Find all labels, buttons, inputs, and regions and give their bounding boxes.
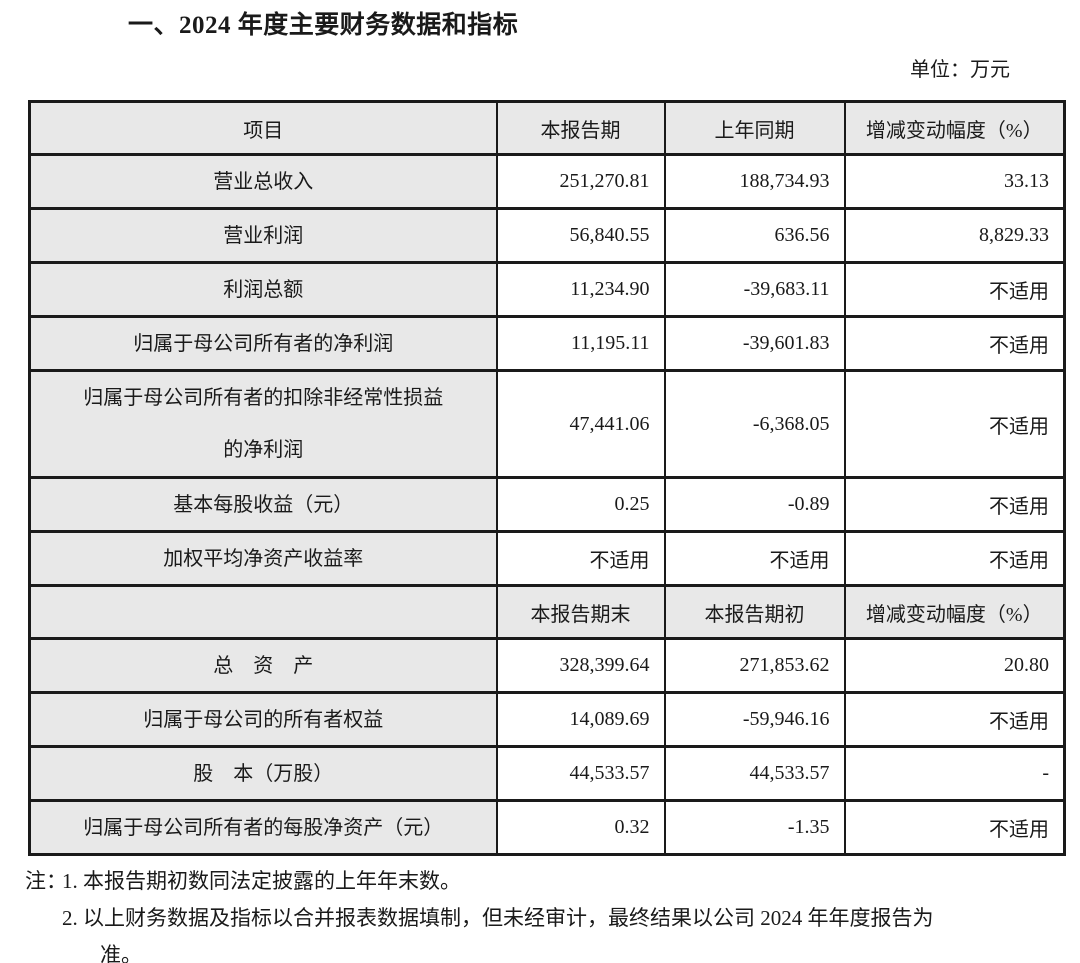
row-change-value: 20.80 — [843, 637, 1066, 694]
row-prior-value: 44,533.57 — [663, 745, 846, 802]
table-header-row-period: 项目 本报告期 上年同期 增减变动幅度（%） — [28, 100, 1066, 156]
financial-data-table: 项目 本报告期 上年同期 增减变动幅度（%） 营业总收入 251,270.81 … — [28, 100, 1066, 856]
footnote-2: 2. 以上财务数据及指标以合并报表数据填制，但未经审计，最终结果以公司 2024… — [62, 906, 934, 963]
row-item-label: 归属于母公司所有者的每股净资产（元） — [28, 799, 498, 856]
row-current-value: 11,195.11 — [495, 315, 666, 372]
row-prior-value: 188,734.93 — [663, 153, 846, 210]
row-change-value: 8,829.33 — [843, 207, 1066, 264]
row-current-value: 251,270.81 — [495, 153, 666, 210]
row-prior-value: -1.35 — [663, 799, 846, 856]
row-item-label: 基本每股收益（元） — [28, 476, 498, 533]
row-prior-value: 271,853.62 — [663, 637, 846, 694]
row-item-label: 股 本（万股） — [28, 745, 498, 802]
row-change-value: 33.13 — [843, 153, 1066, 210]
table-row-weighted-avg-roe: 加权平均净资产收益率 不适用 不适用 不适用 — [28, 530, 1066, 587]
table-header-row-point-in-time: 本报告期末 本报告期初 增减变动幅度（%） — [28, 584, 1066, 640]
header-cell-empty — [28, 584, 498, 640]
row-current-value: 328,399.64 — [495, 637, 666, 694]
header-cell-period-end: 本报告期末 — [495, 584, 666, 640]
row-current-value: 47,441.06 — [495, 369, 666, 479]
row-current-value: 56,840.55 — [495, 207, 666, 264]
unit-label: 单位：万元 — [910, 59, 1010, 81]
row-change-value: 不适用 — [843, 691, 1066, 748]
row-change-value: - — [843, 745, 1066, 802]
header-cell-period-begin: 本报告期初 — [663, 584, 846, 640]
row-item-label: 营业总收入 — [28, 153, 498, 210]
row-item-label: 利润总额 — [28, 261, 498, 318]
row-current-value: 0.32 — [495, 799, 666, 856]
page-title: 一、2024 年度主要财务数据和指标 — [128, 12, 519, 39]
table-row-operating-profit: 营业利润 56,840.55 636.56 8,829.33 — [28, 207, 1066, 264]
table-row-basic-eps: 基本每股收益（元） 0.25 -0.89 不适用 — [28, 476, 1066, 533]
table-row-net-profit-parent: 归属于母公司所有者的净利润 11,195.11 -39,601.83 不适用 — [28, 315, 1066, 372]
row-item-label: 归属于母公司所有者的净利润 — [28, 315, 498, 372]
row-change-value: 不适用 — [843, 476, 1066, 533]
row-change-value: 不适用 — [843, 261, 1066, 318]
header-cell-prior-period: 上年同期 — [663, 100, 846, 156]
row-current-value: 0.25 — [495, 476, 666, 533]
row-change-value: 不适用 — [843, 799, 1066, 856]
document-page: 一、2024 年度主要财务数据和指标 单位：万元 项目 本报告期 上年同期 增减… — [0, 10, 1080, 963]
row-item-label: 归属于母公司所有者的扣除非经常性损益 的净利润 — [28, 369, 498, 479]
row-change-value: 不适用 — [843, 530, 1066, 587]
row-current-value: 11,234.90 — [495, 261, 666, 318]
footnotes: 注： 1. 本报告期初数同法定披露的上年年末数。 2. 以上财务数据及指标以合并… — [25, 863, 1060, 963]
row-prior-value: -59,946.16 — [663, 691, 846, 748]
row-prior-value: -0.89 — [663, 476, 846, 533]
row-item-label: 归属于母公司的所有者权益 — [28, 691, 498, 748]
row-prior-value: 不适用 — [663, 530, 846, 587]
footnote-prefix: 注： — [25, 869, 67, 893]
row-prior-value: -39,683.11 — [663, 261, 846, 318]
table-row-total-assets: 总 资 产 328,399.64 271,853.62 20.80 — [28, 637, 1066, 694]
table-row-equity-parent: 归属于母公司的所有者权益 14,089.69 -59,946.16 不适用 — [28, 691, 1066, 748]
row-current-value: 不适用 — [495, 530, 666, 587]
table-row-share-capital: 股 本（万股） 44,533.57 44,533.57 - — [28, 745, 1066, 802]
row-item-label: 营业利润 — [28, 207, 498, 264]
header-cell-item: 项目 — [28, 100, 498, 156]
row-item-label: 总 资 产 — [28, 637, 498, 694]
row-change-value: 不适用 — [843, 369, 1066, 479]
row-current-value: 44,533.57 — [495, 745, 666, 802]
header-cell-change-pct-2: 增减变动幅度（%） — [843, 584, 1066, 640]
footnote-1: 注： 1. 本报告期初数同法定披露的上年年末数。 — [25, 863, 1060, 900]
row-item-label: 加权平均净资产收益率 — [28, 530, 498, 587]
row-prior-value: 636.56 — [663, 207, 846, 264]
row-change-value: 不适用 — [843, 315, 1066, 372]
table-row-total-revenue: 营业总收入 251,270.81 188,734.93 33.13 — [28, 153, 1066, 210]
row-current-value: 14,089.69 — [495, 691, 666, 748]
header-cell-change-pct: 增减变动幅度（%） — [843, 100, 1066, 156]
table-row-net-assets-per-share: 归属于母公司所有者的每股净资产（元） 0.32 -1.35 不适用 — [28, 799, 1066, 856]
footnote-1-text: 1. 本报告期初数同法定披露的上年年末数。 — [62, 869, 461, 893]
table-row-total-profit: 利润总额 11,234.90 -39,683.11 不适用 — [28, 261, 1066, 318]
header-cell-current-period: 本报告期 — [495, 100, 666, 156]
row-prior-value: -6,368.05 — [663, 369, 846, 479]
row-prior-value: -39,601.83 — [663, 315, 846, 372]
table-row-net-profit-excl-nonrecurring: 归属于母公司所有者的扣除非经常性损益 的净利润 47,441.06 -6,368… — [28, 369, 1066, 479]
